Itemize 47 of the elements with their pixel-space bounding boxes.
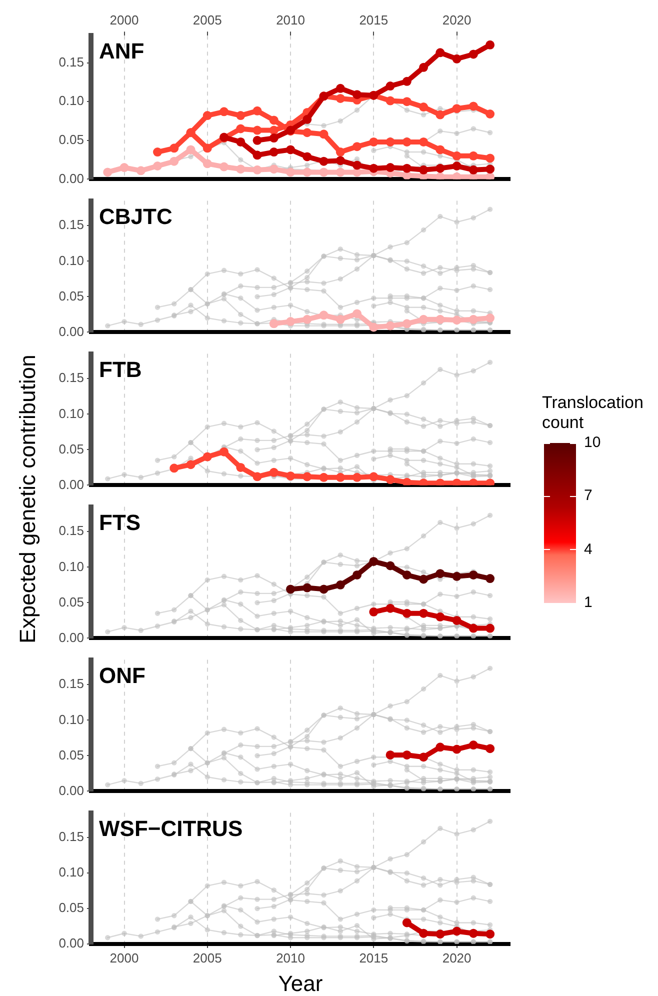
chart-title: ONF (99, 662, 146, 688)
color-bar-label: 7 (584, 487, 592, 506)
y-tick-label: 0.10 (58, 93, 84, 108)
y-tick-label: 0.15 (58, 523, 84, 538)
y-tick-label: 0.05 (58, 441, 84, 456)
x2-tick-label: 2010 (276, 12, 305, 28)
x2-tick-label: 2000 (110, 12, 139, 28)
x-tick-label: 2000 (110, 950, 139, 966)
x2-tick-label: 2005 (192, 12, 222, 28)
y-tick-label: 0.15 (58, 829, 84, 844)
y-axis-title: Expected genetic contribution (15, 354, 41, 646)
x-tick-label: 2015 (359, 950, 388, 966)
y-tick-label: 0.05 (58, 747, 84, 762)
y-tick-label: 0.05 (58, 594, 84, 610)
y-tick-label: 0.10 (58, 712, 84, 727)
y-tick-label: 0.10 (58, 558, 84, 574)
color-bar-title: Translocation count (542, 393, 644, 433)
y-tick-label: 0.05 (58, 132, 84, 147)
y-tick-label: 0.15 (58, 370, 84, 386)
x-axis-title: Year (278, 970, 323, 996)
x2-tick-label: 2020 (442, 12, 472, 28)
y-tick-label: 0.05 (58, 900, 84, 916)
y-tick-label: 0.00 (58, 324, 84, 339)
chart-title: ANF (99, 38, 144, 64)
chart-title: FTS (99, 510, 141, 535)
y-tick-label: 0.00 (58, 170, 84, 186)
chart-title: WSF−CITRUS (99, 816, 243, 841)
color-bar-label: 10 (584, 434, 601, 452)
color-bar-label: 4 (584, 540, 592, 559)
y-tick-label: 0.00 (58, 630, 84, 645)
chart-title: CBJTC (99, 204, 172, 229)
y-tick-label: 0.10 (58, 864, 84, 880)
x2-tick-label: 2015 (359, 12, 388, 28)
y-tick-label: 0.10 (58, 406, 84, 421)
y-tick-label: 0.15 (58, 217, 84, 232)
y-tick-label: 0.00 (58, 936, 84, 951)
y-tick-label: 0.05 (58, 288, 84, 304)
x-tick-label: 2020 (442, 950, 472, 966)
y-tick-label: 0.15 (58, 54, 84, 70)
y-tick-label: 0.00 (58, 782, 84, 798)
x-tick-label: 2010 (276, 950, 305, 966)
y-tick-label: 0.00 (58, 476, 84, 492)
y-tick-label: 0.15 (58, 676, 84, 692)
chart-title: FTB (99, 356, 142, 382)
color-bar-label: 1 (584, 594, 592, 612)
x-tick-label: 2005 (192, 950, 222, 966)
y-tick-label: 0.10 (58, 252, 84, 268)
